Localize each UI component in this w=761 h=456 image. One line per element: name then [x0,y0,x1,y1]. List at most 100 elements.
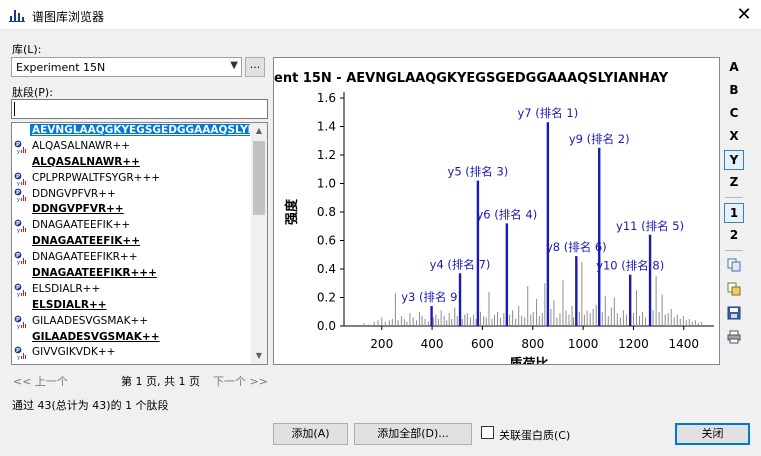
svg-text:P: P [16,349,20,355]
peptide-spectrum-icon: Py [14,188,26,202]
ion-type-c-button[interactable]: C [729,106,739,120]
peptide-spectrum-icon: Py [14,219,26,233]
peak-label: y8 (排名 6) [546,240,607,254]
next-page-link[interactable]: 下一个 >> [213,375,268,388]
y-tick-label: 0.8 [317,205,336,219]
peptide-list-item[interactable]: GILAADESVGSMAK++ [12,330,252,346]
svg-text:y: y [17,197,20,202]
peptide-sequence: DNAGAATEEFIK++ [32,219,131,232]
svg-text:P: P [16,285,20,291]
scroll-down-icon[interactable]: ▼ [255,351,263,360]
peptide-sequence: ALQASALNAWR++ [32,155,140,168]
svg-text:y: y [17,228,20,233]
y-tick-label: 0.0 [317,319,336,333]
y-tick-label: 1.6 [317,91,336,105]
app-icon [9,10,25,22]
peptide-sequence: AEVNGLAAQGKYEGSGEDGGAAAQSLYIANHAY [30,124,250,136]
library-browse-button[interactable]: ... [245,57,265,77]
toolstrip-separator [725,250,743,251]
peptide-sequence: DDNGVPFVR++ [32,203,124,216]
x-tick-label: 600 [471,337,494,351]
peptide-list-scrollbar[interactable]: ▲ ▼ [251,123,267,364]
ion-type-a-button[interactable]: A [729,60,739,74]
peptide-sequence: DNAGAATEEFIK++ [32,235,141,248]
close-window-button[interactable]: ✕ [736,4,752,25]
print-icon[interactable] [727,330,741,344]
save-icon[interactable] [727,306,741,320]
peptide-sequence: CPLPRPWALTFSYGR+++ [32,171,161,184]
peptide-list-item[interactable]: ALQASALNAWR++ [12,155,252,171]
y-tick-label: 1.4 [317,120,336,134]
peptide-list[interactable]: AEVNGLAAQGKYEGSGEDGGAAAQSLYIANHAY Py ALQAS… [11,122,268,365]
associate-protein-label: 关联蛋白质(C) [499,429,571,442]
y-axis-label: 强度 [284,198,300,225]
peptide-sequence: GILAADESVGSMAK++ [32,330,160,343]
close-button[interactable]: 关闭 [675,423,750,445]
peptide-sequence: GIVVGIKVDK++ [32,346,116,359]
svg-text:P: P [16,222,20,228]
peptide-spectrum-icon: Py [14,251,26,265]
peptide-list-item[interactable]: DNAGAATEEFIK++ [12,234,252,250]
x-tick-label: 1000 [568,337,599,351]
peak-label: y4 (排名 7) [430,257,491,271]
charge-1-button[interactable]: 1 [724,203,744,223]
x-tick-label: 400 [421,337,444,351]
add-button[interactable]: 添加(A) [273,423,348,445]
y-tick-label: 0.2 [317,291,336,305]
add-all-button[interactable]: 添加全部(D)... [354,423,472,445]
y-tick-label: 1.0 [317,177,336,191]
peptide-list-items: AEVNGLAAQGKYEGSGEDGGAAAQSLYIANHAY Py ALQAS… [12,123,252,361]
peptide-filter-input[interactable] [11,99,268,119]
copy-icon[interactable] [727,258,741,272]
library-select[interactable]: Experiment 15N ▼ [11,57,242,77]
library-selected-value: Experiment 15N [16,61,106,74]
peptide-list-item[interactable]: DNAGAATEEFIKR+++ [12,266,252,282]
chart-title: ent 15N - AEVNGLAAQGKYEGSGEDGGAAAQSLYIAN… [274,71,669,86]
peptide-spectrum-icon: Py [14,283,26,297]
peptide-label: 肽段(P): [12,86,53,99]
svg-text:P: P [16,317,20,323]
spectrum-graph[interactable]: ent 15N - AEVNGLAAQGKYEGSGEDGGAAAQSLYIAN… [273,57,720,365]
peptide-list-item[interactable]: ELSDIALR++ [12,298,252,314]
peptide-list-item[interactable]: AEVNGLAAQGKYEGSGEDGGAAAQSLYIANHAY [12,123,252,139]
spectrum-chart[interactable]: ent 15N - AEVNGLAAQGKYEGSGEDGGAAAQSLYIAN… [274,58,720,365]
scrollbar-thumb[interactable] [253,141,265,215]
scroll-up-icon[interactable]: ▲ [255,126,263,135]
prev-page-link[interactable]: << 上一个 [13,375,68,388]
ion-type-x-button[interactable]: X [729,129,739,143]
svg-text:y: y [17,292,20,297]
charge-2-button[interactable]: 2 [729,228,739,242]
svg-text:P: P [16,253,20,259]
y-tick-label: 0.4 [317,262,336,276]
toolstrip-separator [725,197,743,198]
peptide-spectrum-icon: Py [14,172,26,186]
ion-type-y-button[interactable]: Y [724,150,744,170]
ion-type-b-button[interactable]: B [729,83,739,97]
peptide-sequence: DNAGAATEEFIKR++ [32,251,138,264]
ion-type-z-button[interactable]: Z [729,175,739,189]
svg-text:P: P [16,174,20,180]
title-bar: 谱图库浏览器 ✕ [0,0,761,30]
y-tick-label: 0.6 [317,234,336,248]
copy-data-icon[interactable] [727,282,741,296]
peak-label: y9 (排名 2) [569,132,630,146]
peptide-sequence: ELSDIALR++ [32,282,101,295]
peptide-list-item[interactable]: DDNGVPFVR++ [12,202,252,218]
associate-protein-checkbox[interactable] [481,426,494,439]
peak-label: y7 (排名 1) [518,106,579,120]
library-label: 库(L): [12,43,42,56]
x-tick-label: 200 [370,337,393,351]
svg-text:y: y [17,181,20,186]
peptide-sequence: ELSDIALR++ [32,298,107,311]
text-caret [14,102,15,116]
peak-label: y3 (排名 9) [401,290,462,304]
page-info: 第 1 页, 共 1 页 [121,375,200,388]
